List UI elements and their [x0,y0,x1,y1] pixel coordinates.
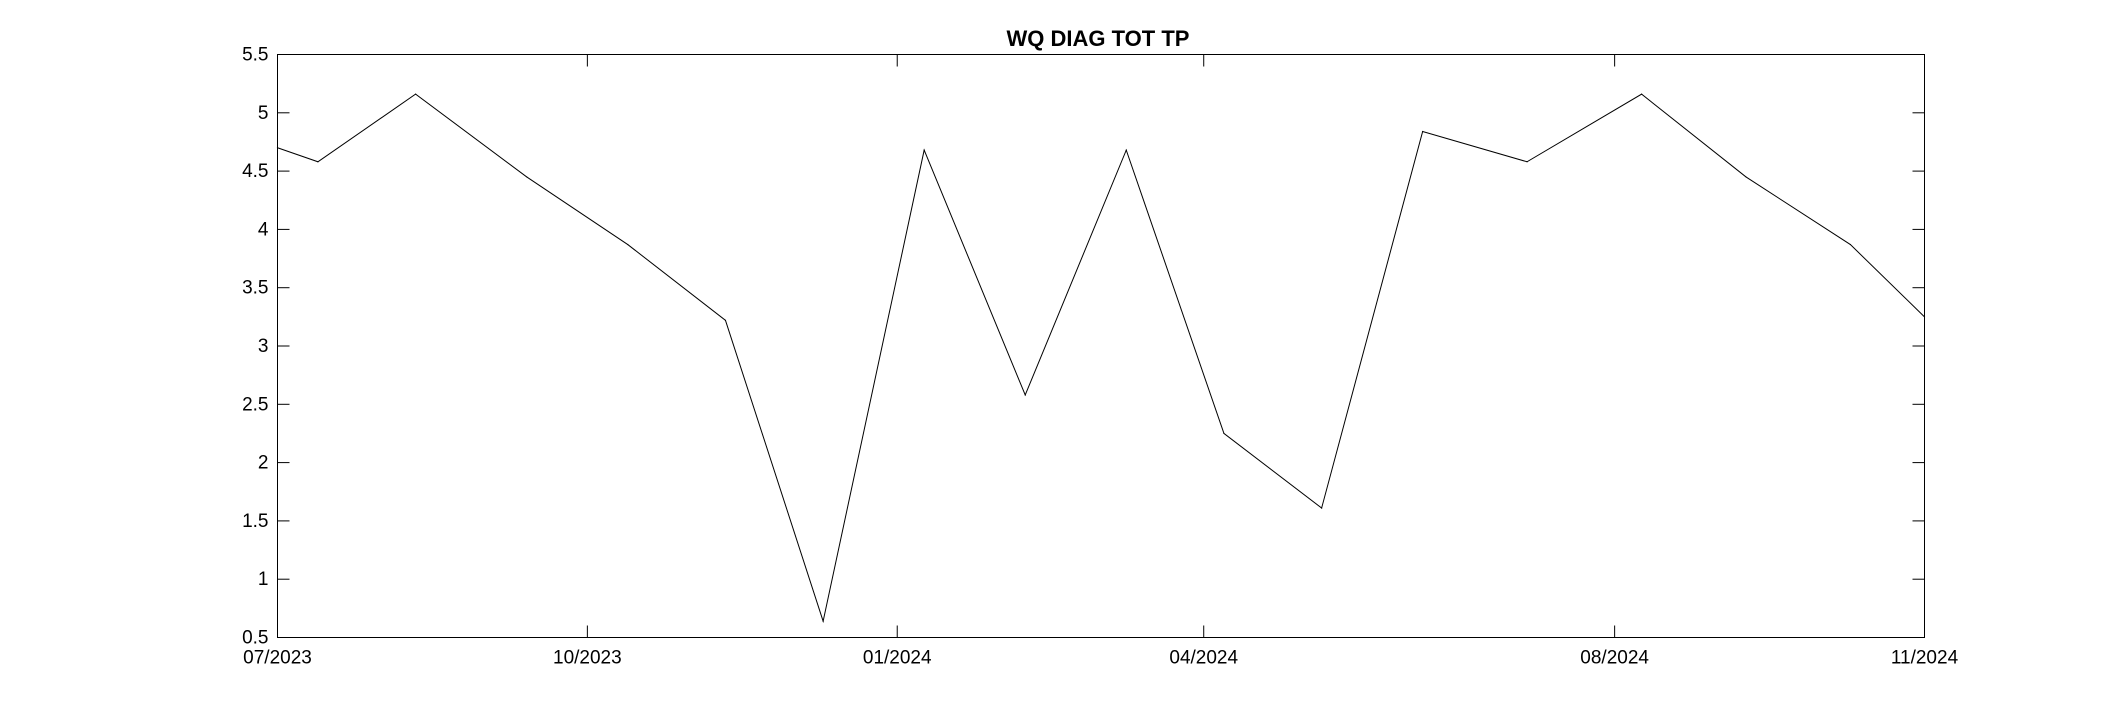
y-tick-label: 3.5 [242,278,268,299]
y-tick-label: 2 [258,453,269,474]
chart-title: WQ DIAG TOT TP [1007,26,1190,51]
data-point [822,620,824,622]
y-tick-label: 4 [258,219,269,240]
x-axis: 07/2023 10/2023 01/2024 04/2024 08/2024 11/20… [243,54,1959,669]
data-point [414,93,417,95]
series-line [277,93,1925,624]
data-point [1422,130,1424,133]
data-point [724,319,727,321]
series-layer [276,93,1926,624]
plot-area-frame [277,54,1925,638]
y-tick-label: 1.5 [242,511,268,532]
y-tick-label: 0.5 [242,628,268,649]
x-tick-label: 08/2024 [1580,648,1649,669]
data-point [1024,394,1026,396]
y-tick-label: 3 [258,336,269,357]
x-tick-label: 04/2024 [1169,648,1238,669]
x-tick-label: 10/2023 [553,648,622,669]
y-axis: 0.5 1 1.5 2 2.5 3 3.5 4 4.5 5 5.5 [242,45,1925,649]
data-point [317,161,319,163]
data-point [1321,507,1323,509]
data-point [1526,161,1528,163]
data-point [1640,93,1643,95]
x-tick-label: 01/2024 [863,648,932,669]
y-tick-label: 2.5 [242,394,268,415]
y-tick-label: 4.5 [242,161,268,182]
data-point [923,149,925,151]
data-point [1745,176,1747,178]
x-tick-label: 11/2024 [1891,648,1959,669]
data-point [1125,149,1127,151]
y-tick-label: 5.5 [242,45,268,66]
y-tick-label: 1 [258,569,269,590]
data-point [627,243,629,246]
data-point [526,176,528,178]
y-tick-label: 5 [258,103,269,124]
data-point [1849,243,1852,246]
x-tick-label: 07/2023 [243,648,312,669]
data-point [1223,432,1225,435]
